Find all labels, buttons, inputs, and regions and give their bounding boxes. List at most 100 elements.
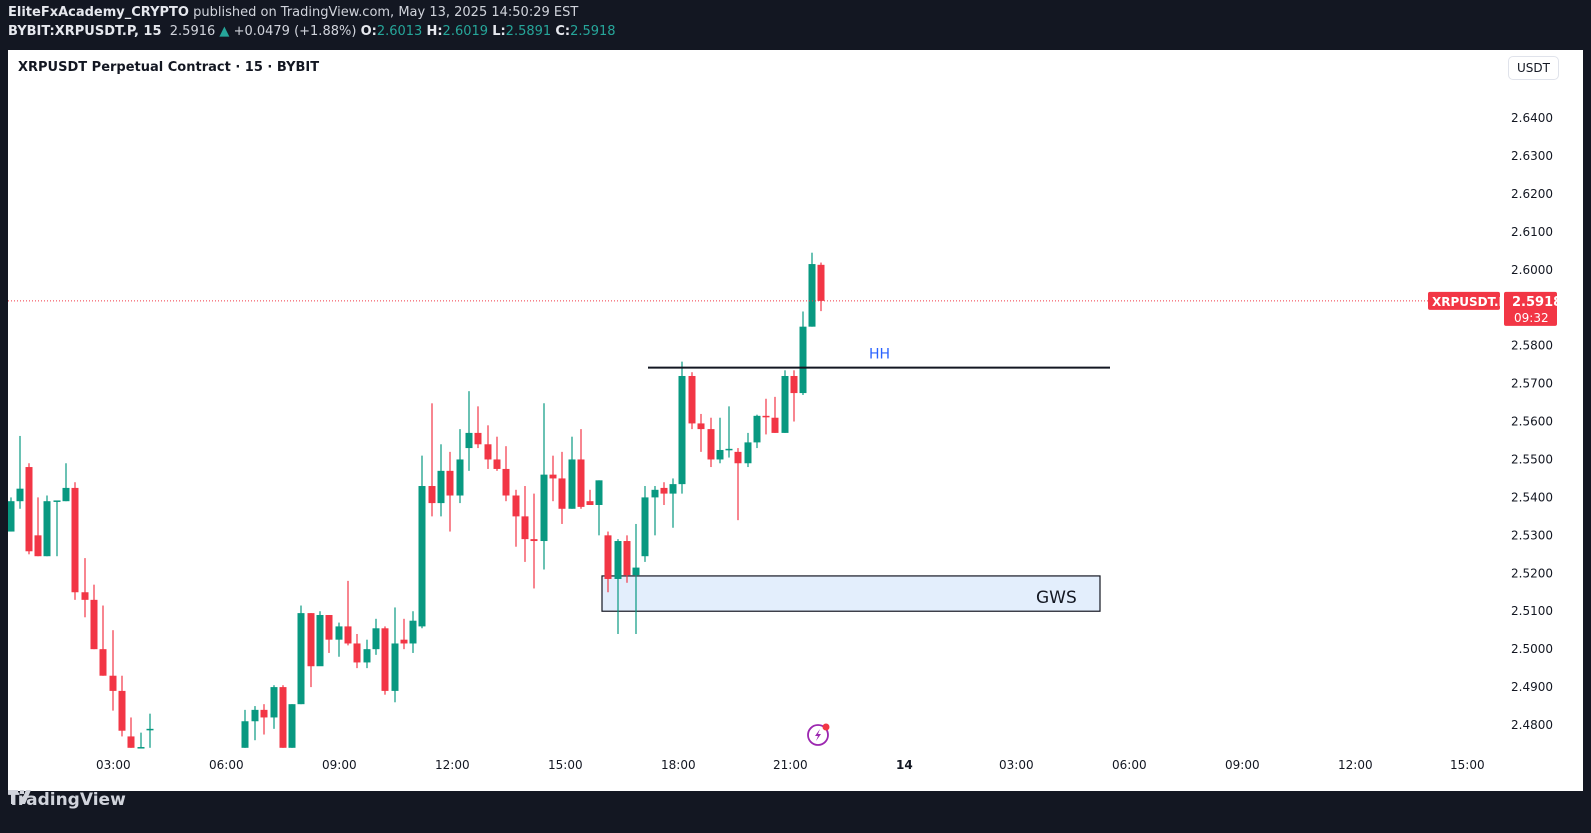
candle-down xyxy=(260,709,268,718)
brand-name: TradingView xyxy=(8,790,126,810)
x-tick-label: 03:00 xyxy=(999,758,1034,772)
candle-up xyxy=(716,449,724,460)
hh-label: HH xyxy=(869,347,890,363)
candle-up xyxy=(62,487,70,502)
candle-up xyxy=(725,448,733,451)
price-tag-value: 2.5918 xyxy=(1512,295,1562,310)
y-tick-label: 2.5000 xyxy=(1511,642,1553,656)
candle-down xyxy=(604,535,612,579)
candle-down xyxy=(493,459,501,469)
open-value: 2.6013 xyxy=(376,24,423,39)
y-tick-label: 2.4800 xyxy=(1511,718,1553,732)
candle-down xyxy=(25,467,33,552)
candle-up xyxy=(540,474,548,542)
event-lightning-icon[interactable] xyxy=(807,724,829,746)
x-tick-label: 15:00 xyxy=(1450,758,1485,772)
x-tick-label: 06:00 xyxy=(1112,758,1147,772)
candle-down xyxy=(521,516,529,540)
chart-title: XRPUSDT Perpetual Contract · 15 · BYBIT xyxy=(18,60,320,75)
tradingview-logo-icon xyxy=(8,790,31,804)
candle-down xyxy=(549,474,557,479)
y-tick-label: 2.6200 xyxy=(1511,187,1553,201)
candle-down xyxy=(484,444,492,460)
symbol-tag-label: XRPUSDT.P xyxy=(1432,295,1508,309)
candle-down xyxy=(344,626,352,644)
low-label: L: xyxy=(492,24,506,39)
candle-down xyxy=(558,478,566,509)
notification-dot-icon xyxy=(822,723,830,731)
candle-down xyxy=(623,541,631,576)
candle-up xyxy=(744,442,752,464)
candle-up xyxy=(297,613,305,705)
candle-down xyxy=(118,690,126,731)
candle-up xyxy=(241,721,249,748)
candle-down xyxy=(109,675,117,691)
candle-up xyxy=(409,620,417,644)
tradingview-logo[interactable]: TradingView xyxy=(8,790,126,810)
close-label: C: xyxy=(555,24,571,39)
candle-up xyxy=(43,501,51,557)
candle-down xyxy=(446,470,454,496)
gws-zone-label: GWS xyxy=(1036,588,1077,608)
candle-up xyxy=(614,541,622,579)
candle-up xyxy=(753,415,761,443)
chart-pane[interactable]: GWS HH XRPUSDT.P 2.5918 09:32 2.6400 2.6300 2.6… xyxy=(8,50,1583,791)
candle-down xyxy=(734,451,742,464)
candle-up xyxy=(465,432,473,449)
up-arrow-icon: ▲ xyxy=(219,24,230,39)
candle-down xyxy=(90,599,98,650)
candle-up xyxy=(335,626,343,640)
x-tick-label: 21:00 xyxy=(773,758,808,772)
candle-down xyxy=(577,459,585,507)
candle-down xyxy=(474,432,482,445)
candle-down xyxy=(428,486,436,504)
y-tick-label: 2.4900 xyxy=(1511,680,1553,694)
candle-up xyxy=(53,500,61,502)
candle-down xyxy=(697,423,705,430)
low-value: 2.5891 xyxy=(505,24,552,39)
candle-up xyxy=(391,643,399,691)
candle-up xyxy=(418,486,426,627)
countdown-timer: 09:32 xyxy=(1514,311,1549,325)
lightning-bolt-icon xyxy=(815,729,821,741)
candle-up xyxy=(316,615,324,667)
candle-up xyxy=(251,709,259,722)
y-tick-label: 2.5600 xyxy=(1511,415,1553,429)
y-tick-label: 2.6100 xyxy=(1511,225,1553,239)
x-tick-label: 18:00 xyxy=(661,758,696,772)
candle-down xyxy=(71,487,79,593)
gws-zone[interactable] xyxy=(601,575,1101,612)
candle-up xyxy=(781,375,789,433)
candle-up xyxy=(641,497,649,557)
candle-up xyxy=(146,728,154,731)
y-tick-label: 2.5400 xyxy=(1511,490,1553,504)
x-tick-label: 12:00 xyxy=(1338,758,1373,772)
candle-up xyxy=(595,480,603,505)
candle-down xyxy=(279,687,287,748)
candle-down xyxy=(817,264,825,301)
candle-up xyxy=(678,375,686,485)
candle-down xyxy=(707,429,715,460)
x-tick-label: 09:00 xyxy=(1225,758,1260,772)
author-name[interactable]: EliteFxAcademy_CRYPTO xyxy=(8,5,189,20)
candle-up xyxy=(363,649,371,663)
candle-down xyxy=(34,535,42,557)
y-tick-label: 2.6000 xyxy=(1511,263,1553,277)
x-tick-label: 14 xyxy=(896,758,913,772)
ohlc-legend: BYBIT:XRPUSDT.P, 15 2.5916 ▲ +0.0479 (+1… xyxy=(8,24,616,39)
symbol-name: BYBIT:XRPUSDT.P, 15 xyxy=(8,24,162,39)
candle-down xyxy=(530,539,538,542)
candle-up xyxy=(808,264,816,327)
candle-down xyxy=(99,649,107,676)
y-tick-label: 2.6400 xyxy=(1511,111,1553,125)
x-tick-label: 06:00 xyxy=(209,758,244,772)
candle-down xyxy=(325,615,333,640)
publish-date: published on TradingView.com, May 13, 20… xyxy=(193,5,579,20)
candle-down xyxy=(400,639,408,644)
publish-info: EliteFxAcademy_CRYPTO published on Tradi… xyxy=(8,5,578,20)
candle-down xyxy=(127,736,135,748)
x-tick-label: 09:00 xyxy=(322,758,357,772)
currency-button[interactable]: USDT xyxy=(1508,56,1559,80)
y-tick-label: 2.6300 xyxy=(1511,149,1553,163)
